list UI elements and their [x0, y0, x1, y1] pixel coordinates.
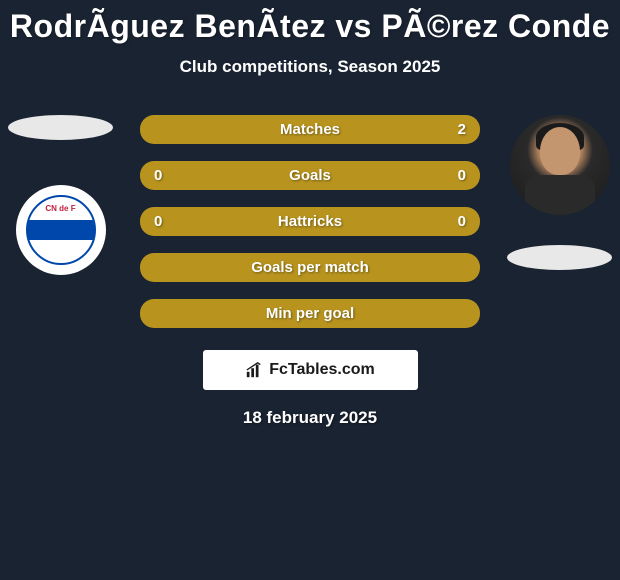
stat-label: Min per goal — [174, 305, 446, 322]
chart-icon — [245, 361, 263, 379]
right-player-badges — [507, 115, 612, 270]
club-badge-inner: CN de F — [26, 195, 96, 265]
left-player-badges: CN de F — [8, 115, 113, 275]
stat-label: Goals — [174, 167, 446, 184]
stat-label: Matches — [174, 121, 446, 138]
right-country-badge — [507, 245, 612, 270]
stat-right-value: 0 — [446, 213, 466, 230]
left-country-badge — [8, 115, 113, 140]
stat-row-goals-per-match: Goals per match — [140, 253, 480, 282]
page-subtitle: Club competitions, Season 2025 — [0, 57, 620, 77]
watermark-text: FcTables.com — [269, 361, 375, 379]
stat-left-value: 0 — [154, 167, 174, 184]
comparison-area: CN de F Matches 2 0 Goals 0 — [0, 115, 620, 428]
comparison-infographic: RodrÃ­guez BenÃ­tez vs PÃ©rez Conde Club… — [0, 0, 620, 428]
stat-row-min-per-goal: Min per goal — [140, 299, 480, 328]
club-badge-text: CN de F — [45, 205, 75, 213]
stat-left-value: 0 — [154, 213, 174, 230]
page-title: RodrÃ­guez BenÃ­tez vs PÃ©rez Conde — [0, 8, 620, 45]
date-text: 18 february 2025 — [0, 408, 620, 428]
stat-label: Hattricks — [174, 213, 446, 230]
player-photo-body — [525, 175, 595, 215]
left-club-badge: CN de F — [16, 185, 106, 275]
watermark: FcTables.com — [203, 350, 418, 390]
stat-row-matches: Matches 2 — [140, 115, 480, 144]
stat-row-hattricks: 0 Hattricks 0 — [140, 207, 480, 236]
stat-right-value: 2 — [446, 121, 466, 138]
player-photo-head — [540, 127, 580, 175]
right-player-photo — [510, 115, 610, 215]
stat-right-value: 0 — [446, 167, 466, 184]
stat-label: Goals per match — [174, 259, 446, 276]
stat-row-goals: 0 Goals 0 — [140, 161, 480, 190]
